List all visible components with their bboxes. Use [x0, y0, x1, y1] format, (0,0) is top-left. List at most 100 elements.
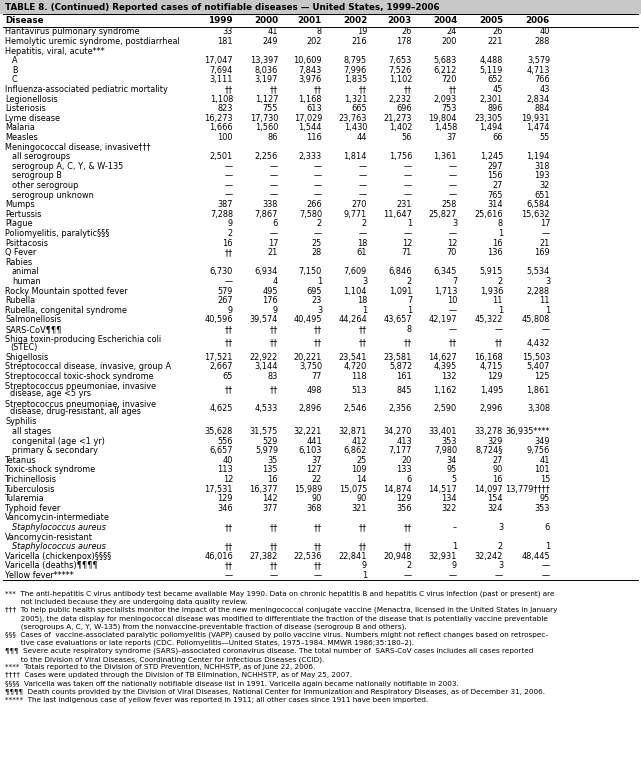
Text: 22,841: 22,841	[338, 552, 367, 560]
Text: Shigellosis: Shigellosis	[5, 352, 48, 361]
Text: 4,713: 4,713	[527, 66, 550, 75]
Text: ††: ††	[270, 523, 278, 532]
Text: 9,771: 9,771	[344, 210, 367, 219]
Text: 45,322: 45,322	[474, 315, 503, 324]
Text: 7: 7	[407, 296, 412, 305]
Text: 134: 134	[442, 494, 457, 503]
Text: 200: 200	[442, 37, 457, 46]
Text: 1,861: 1,861	[526, 385, 550, 395]
Text: all stages: all stages	[12, 427, 51, 436]
Text: —: —	[542, 325, 550, 334]
Text: ††: ††	[313, 339, 322, 348]
Text: 413: 413	[396, 437, 412, 446]
Text: 2,501: 2,501	[210, 152, 233, 161]
Text: 1999: 1999	[208, 16, 233, 25]
Text: 12: 12	[222, 475, 233, 484]
Text: 766: 766	[535, 75, 550, 84]
Text: 11: 11	[540, 296, 550, 305]
Text: Meningococcal disease, invasive†††: Meningococcal disease, invasive†††	[5, 142, 151, 152]
Text: 19: 19	[356, 27, 367, 36]
Text: 25: 25	[312, 238, 322, 248]
Text: 231: 231	[397, 200, 412, 209]
Text: 22,536: 22,536	[294, 552, 322, 560]
Text: Rocky Mountain spotted fever: Rocky Mountain spotted fever	[5, 286, 128, 296]
Text: 1,835: 1,835	[344, 75, 367, 84]
Text: 3: 3	[498, 561, 503, 570]
Text: 495: 495	[263, 286, 278, 296]
Text: tive case evaluations or late reports (CDC. Poliomyelitis—United States, 1975–19: tive case evaluations or late reports (C…	[5, 639, 414, 646]
Text: —: —	[404, 229, 412, 238]
Text: B: B	[12, 66, 17, 75]
Text: 267: 267	[217, 296, 233, 305]
Text: Staphylococcus aureus: Staphylococcus aureus	[12, 542, 106, 551]
Text: Varicella (deaths)¶¶¶¶: Varicella (deaths)¶¶¶¶	[5, 561, 97, 570]
Text: 21: 21	[268, 248, 278, 257]
Text: Hepatitis, viral, acute***: Hepatitis, viral, acute***	[5, 46, 104, 56]
Text: 7,177: 7,177	[388, 446, 412, 455]
Text: 133: 133	[397, 465, 412, 474]
Text: human: human	[12, 277, 40, 286]
Text: —: —	[270, 190, 278, 200]
Text: 90: 90	[312, 494, 322, 503]
Text: —: —	[542, 571, 550, 580]
Text: TABLE 8. (Continued) Reported cases of notifiable diseases — United States, 1999: TABLE 8. (Continued) Reported cases of n…	[5, 2, 440, 12]
Text: 36,935****: 36,935****	[506, 427, 550, 436]
Text: —: —	[449, 229, 457, 238]
Text: 4,395: 4,395	[434, 362, 457, 371]
Text: 16,273: 16,273	[204, 114, 233, 123]
Text: 10: 10	[447, 296, 457, 305]
Text: 13,397: 13,397	[249, 56, 278, 65]
Text: 40,495: 40,495	[294, 315, 322, 324]
Text: 17: 17	[540, 219, 550, 228]
Text: 21,273: 21,273	[383, 114, 412, 123]
Text: serogroup unknown: serogroup unknown	[12, 190, 94, 200]
Text: 15,503: 15,503	[522, 352, 550, 361]
Text: 2: 2	[498, 277, 503, 286]
Text: 2005: 2005	[479, 16, 503, 25]
Text: 1: 1	[498, 229, 503, 238]
Text: Listeriosis: Listeriosis	[5, 104, 46, 113]
Text: 3,308: 3,308	[527, 403, 550, 413]
Text: 2: 2	[407, 561, 412, 570]
Text: 2,232: 2,232	[389, 94, 412, 104]
Text: 100: 100	[217, 133, 233, 142]
Text: 6,657: 6,657	[210, 446, 233, 455]
Text: 2000: 2000	[254, 16, 278, 25]
Text: 6,584: 6,584	[527, 200, 550, 209]
Text: 7,843: 7,843	[299, 66, 322, 75]
Text: 20,948: 20,948	[383, 552, 412, 560]
Text: —: —	[270, 571, 278, 580]
Text: 41: 41	[267, 27, 278, 36]
Text: 17,521: 17,521	[204, 352, 233, 361]
Text: 40,596: 40,596	[204, 315, 233, 324]
Text: 32: 32	[540, 181, 550, 190]
Text: ††††  Cases were updated through the Division of TB Elimination, NCHHSTP, as of : †††† Cases were updated through the Divi…	[5, 673, 352, 678]
Text: 8,795: 8,795	[344, 56, 367, 65]
Text: 33: 33	[223, 27, 233, 36]
Text: 15,989: 15,989	[294, 485, 322, 494]
Text: 9: 9	[228, 219, 233, 228]
Text: —: —	[542, 229, 550, 238]
Text: 193: 193	[535, 171, 550, 180]
Text: Staphylococcus aureus: Staphylococcus aureus	[12, 523, 106, 532]
Text: —: —	[359, 229, 367, 238]
Text: 346: 346	[217, 504, 233, 512]
Text: —: —	[270, 229, 278, 238]
Text: 24: 24	[447, 27, 457, 36]
Text: 14,874: 14,874	[383, 485, 412, 494]
Text: 1,713: 1,713	[433, 286, 457, 296]
Text: 556: 556	[217, 437, 233, 446]
Bar	[0, 0, 641, 14]
Text: not included because they are undergoing data quality review.: not included because they are undergoing…	[5, 598, 247, 604]
Text: 22: 22	[312, 475, 322, 484]
Text: Measles: Measles	[5, 133, 38, 142]
Text: 129: 129	[217, 494, 233, 503]
Text: 7,867: 7,867	[254, 210, 278, 219]
Text: —: —	[449, 571, 457, 580]
Text: 56: 56	[402, 133, 412, 142]
Text: 613: 613	[306, 104, 322, 113]
Text: 129: 129	[397, 494, 412, 503]
Text: 498: 498	[306, 385, 322, 395]
Text: ††: ††	[270, 85, 278, 94]
Text: Syphilis: Syphilis	[5, 417, 37, 426]
